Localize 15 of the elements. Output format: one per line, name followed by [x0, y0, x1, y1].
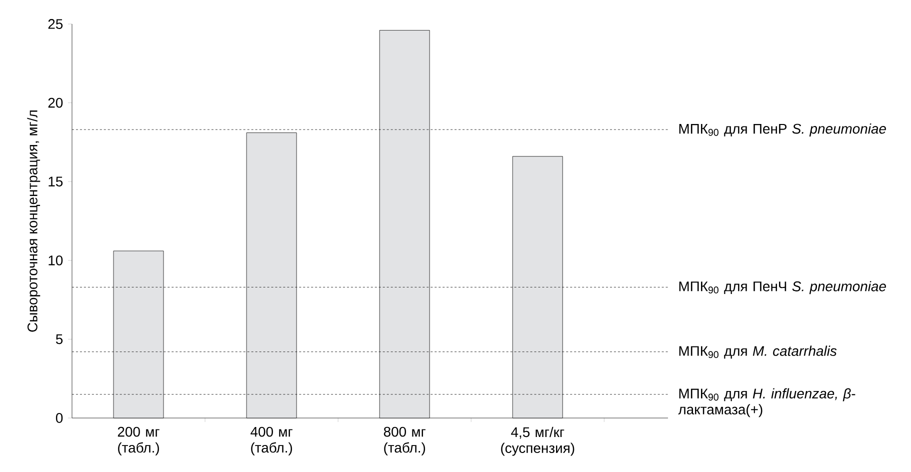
ref-line-label: МПК$_{90}$ для M. catarrhalis [679, 346, 837, 359]
x-tick-label: 400 мг (табл.) [250, 426, 292, 456]
text: МПК$_{90}$ для H. influenzae, β-лактамаза(+) [678, 388, 856, 418]
y-tick-label: 25 [48, 19, 63, 29]
x-tick-label: 200 мг (табл.) [118, 426, 160, 456]
y-axis-title: Сывороточная концентрация, мг/л [27, 110, 40, 332]
y-tick-label: 10 [48, 255, 63, 266]
x-tick-label: 800 мг (табл.) [384, 426, 426, 456]
ref-line-label: МПК$_{90}$ для ПенР S. pneumoniae [679, 123, 886, 136]
y-tick-label: 20 [48, 98, 63, 108]
y-tick-label: 5 [56, 334, 63, 344]
x-tick-label: 4,5 мг/кг (суспензия) [501, 426, 574, 456]
y-tick-label: 0 [56, 413, 63, 423]
ref-line-label: МПК$_{90}$ для ПенЧ S. pneumoniae [679, 281, 886, 294]
y-tick-label: 15 [48, 176, 63, 186]
